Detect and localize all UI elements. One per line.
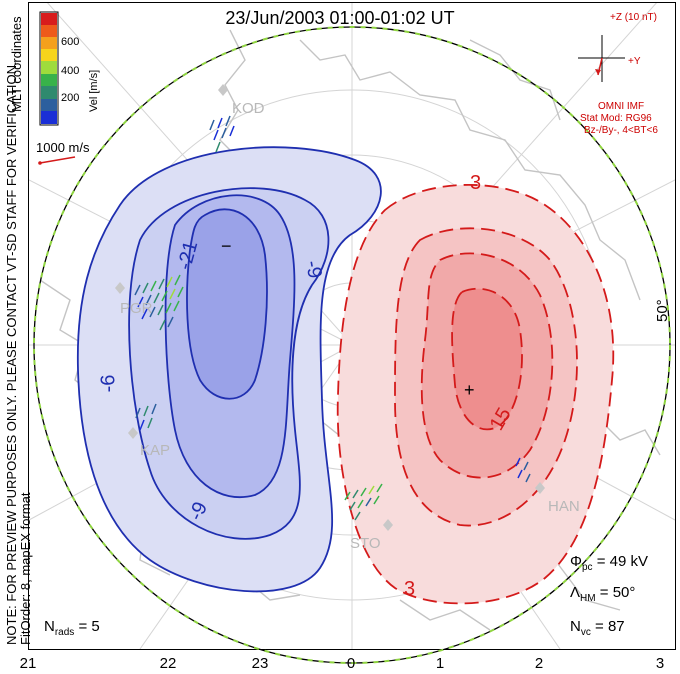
colorbar-band-6 xyxy=(41,74,57,86)
colorbar-tick-400: 400 xyxy=(61,65,80,77)
n-vc-value: = 87 xyxy=(595,618,625,635)
station-marker-kod xyxy=(218,84,228,96)
positive-maximum-marker: + xyxy=(464,380,475,400)
mlt-tick-3: 3 xyxy=(655,655,665,672)
colorbar xyxy=(39,11,59,126)
imf-condition: Bz-/By-, 4<BT<6 xyxy=(584,125,658,136)
colorbar-band-5 xyxy=(41,61,57,74)
velocity-vectors xyxy=(134,115,531,521)
imf-stat-mod: Stat Mod: RG96 xyxy=(580,113,652,124)
imf-diagram xyxy=(578,35,625,82)
fit-order-note: FitOrder: 8, mapEX format xyxy=(18,492,33,645)
colorbar-band-2 xyxy=(41,25,57,37)
imf-z-label: +Z (10 nT) xyxy=(610,12,657,23)
phi-pc-stat: Φpc = 49 kV xyxy=(570,553,648,573)
contour-label-pos-3-top: 3 xyxy=(470,172,482,194)
mlt-tick-2: 2 xyxy=(534,655,544,672)
colorbar-band-9 xyxy=(41,111,57,124)
positive-cell-core xyxy=(451,287,523,431)
station-label-kap: KAP xyxy=(140,442,171,459)
vectors-kap xyxy=(135,403,157,431)
negative-cell-core xyxy=(186,208,268,400)
negative-minimum-marker: − xyxy=(221,236,232,256)
station-markers xyxy=(115,84,545,531)
station-label-sto: STO xyxy=(350,535,381,552)
vectors-kod xyxy=(209,115,235,153)
map-title: 23/Jun/2003 01:00-01:02 UT xyxy=(225,8,455,28)
lambda-hm-stat: ΛHM = 50° xyxy=(570,584,636,604)
colorbar-band-1 xyxy=(41,13,57,25)
station-marker-pgr xyxy=(115,282,125,294)
colorbar-band-8 xyxy=(41,99,57,111)
contour-label-pos-3-bottom: 3 xyxy=(404,578,416,600)
phi-pc-value: = 49 kV xyxy=(596,553,648,570)
mlt-tick-21: 21 xyxy=(19,655,37,672)
imf-y-label: +Y xyxy=(628,56,641,67)
colorbar-tick-200: 200 xyxy=(61,92,80,104)
station-label-kod: KOD xyxy=(232,100,265,117)
vector-scale-label: 1000 m/s xyxy=(36,140,90,155)
colorbar-band-3 xyxy=(41,37,57,49)
mlt-tick-1: 1 xyxy=(435,655,445,672)
map-frame xyxy=(28,2,676,650)
vector-scale-arrow xyxy=(39,156,76,164)
imf-source: OMNI IMF xyxy=(598,101,645,112)
n-rads-stat: Nrads = 5 xyxy=(44,618,100,638)
station-marker-sto xyxy=(383,519,393,531)
colorbar-band-4 xyxy=(41,49,57,61)
lambda-hm-value: = 50° xyxy=(599,584,636,601)
vectors-sto xyxy=(344,483,383,521)
mlt-tick-0: 0 xyxy=(346,655,356,672)
station-label-han: HAN xyxy=(548,498,580,515)
colorbar-tick-600: 600 xyxy=(61,36,80,48)
preview-notice: NOTE: FOR PREVIEW PURPOSES ONLY. PLEASE … xyxy=(4,61,19,645)
latitude-label: 50° xyxy=(654,299,671,322)
mlt-tick-22: 22 xyxy=(159,655,177,672)
colorbar-band-7 xyxy=(41,86,57,99)
contour-label-neg-6: -6 xyxy=(97,374,120,393)
station-marker-han xyxy=(535,482,545,494)
mlt-tick-23: 23 xyxy=(251,655,269,672)
n-rads-value: = 5 xyxy=(78,618,100,635)
station-marker-kap xyxy=(128,427,138,439)
vectors-han xyxy=(515,457,531,483)
n-vc-stat: Nvc = 87 xyxy=(570,618,625,638)
vectors-pgr xyxy=(134,274,184,331)
colorbar-label: Vel [m/s] xyxy=(88,69,100,112)
station-label-pgr: PGR xyxy=(120,300,153,317)
